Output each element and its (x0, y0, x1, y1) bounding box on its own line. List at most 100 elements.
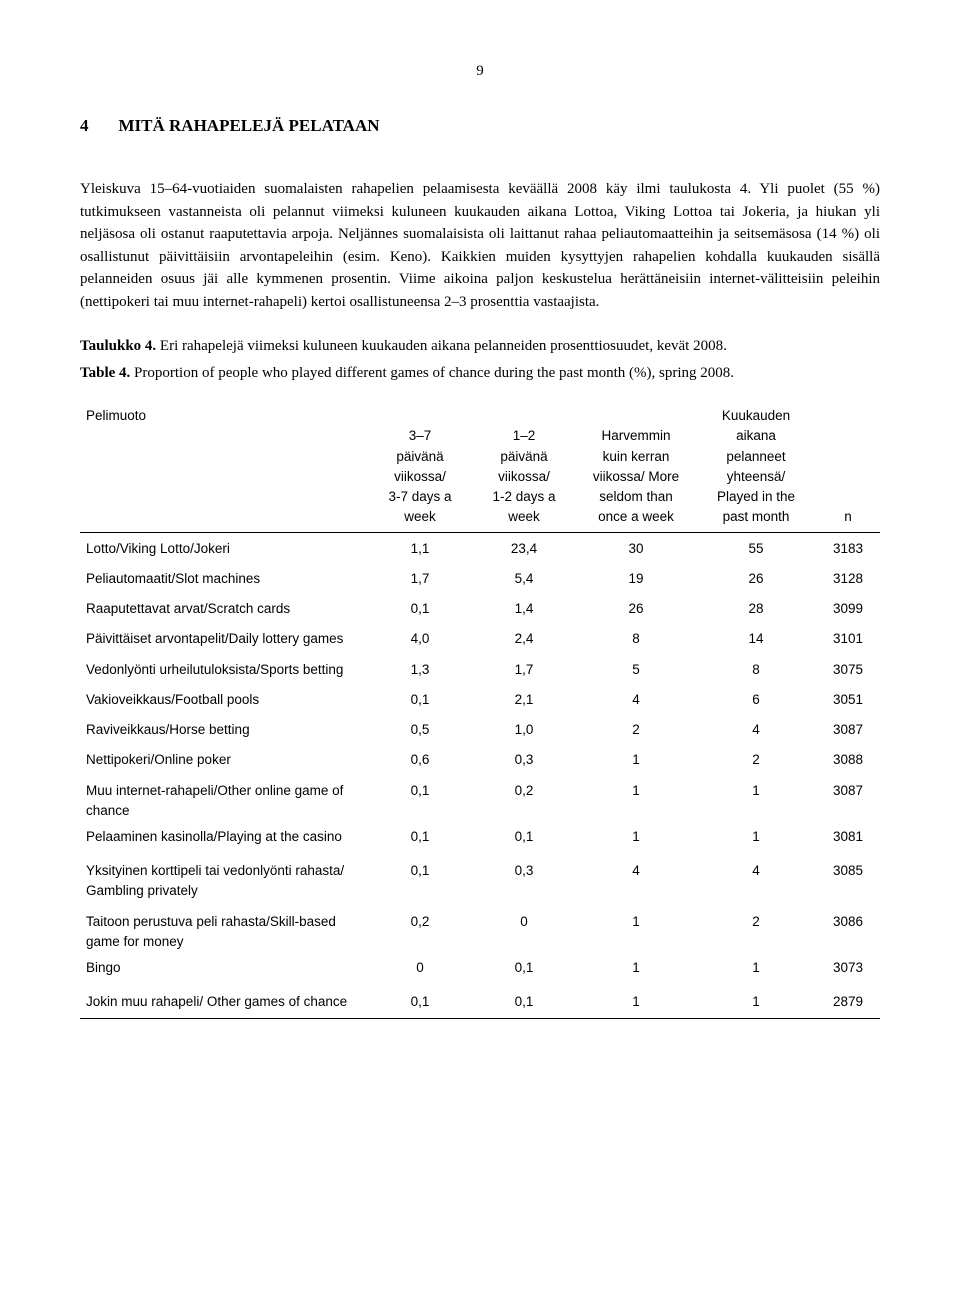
cell: 0,1 (368, 775, 472, 826)
table-row: Pelaaminen kasinolla/Playing at the casi… (80, 825, 880, 855)
cell: 2,4 (472, 623, 576, 653)
section-heading: 4MITÄ RAHAPELEJÄ PELATAAN (80, 113, 880, 139)
cell: 26 (696, 563, 816, 593)
cell: 2 (696, 744, 816, 774)
cell: 1,1 (368, 532, 472, 563)
table-row: Bingo00,1113073 (80, 956, 880, 986)
col-header-month: Kuukaudenaikanapelanneetyhteensä/Played … (696, 402, 816, 532)
cell: 1 (576, 775, 696, 826)
table-row: Raaputettavat arvat/Scratch cards0,11,42… (80, 593, 880, 623)
table-row: Vakioveikkaus/Football pools0,12,1463051 (80, 684, 880, 714)
table-row: Jokin muu rahapeli/ Other games of chanc… (80, 986, 880, 1019)
cell: 2 (576, 714, 696, 744)
cell: 0,1 (368, 593, 472, 623)
cell: 2 (696, 906, 816, 957)
cell: 3086 (816, 906, 880, 957)
cell: 3099 (816, 593, 880, 623)
cell: 4 (696, 714, 816, 744)
cell: 3085 (816, 855, 880, 906)
cell: 3051 (816, 684, 880, 714)
cell: 1,0 (472, 714, 576, 744)
col-header-seldom: Harvemminkuin kerranviikossa/ Moreseldom… (576, 402, 696, 532)
caption-label-fi: Taulukko 4. (80, 338, 156, 354)
cell: 0,3 (472, 744, 576, 774)
cell: 4 (576, 855, 696, 906)
cell: 3183 (816, 532, 880, 563)
col-header-n: n (816, 402, 880, 532)
cell: 1,7 (472, 654, 576, 684)
table-row: Taitoon perustuva peli rahasta/Skill-bas… (80, 906, 880, 957)
cell: 0,1 (368, 825, 472, 855)
cell: 19 (576, 563, 696, 593)
table-row: Lotto/Viking Lotto/Jokeri1,123,430553183 (80, 532, 880, 563)
cell: 26 (576, 593, 696, 623)
cell: 5,4 (472, 563, 576, 593)
row-label: Lotto/Viking Lotto/Jokeri (80, 532, 368, 563)
cell: 2879 (816, 986, 880, 1019)
cell: 0,2 (472, 775, 576, 826)
cell: 3088 (816, 744, 880, 774)
row-label: Päivittäiset arvontapelit/Daily lottery … (80, 623, 368, 653)
cell: 0,1 (368, 986, 472, 1019)
cell: 8 (576, 623, 696, 653)
cell: 3087 (816, 775, 880, 826)
cell: 3128 (816, 563, 880, 593)
section-number: 4 (80, 113, 89, 139)
cell: 0,3 (472, 855, 576, 906)
cell: 28 (696, 593, 816, 623)
cell: 1,3 (368, 654, 472, 684)
cell: 55 (696, 532, 816, 563)
row-label: Pelaaminen kasinolla/Playing at the casi… (80, 825, 368, 855)
cell: 1 (576, 956, 696, 986)
table-row: Vedonlyönti urheilutuloksista/Sports bet… (80, 654, 880, 684)
cell: 0,2 (368, 906, 472, 957)
caption-label-en: Table 4. (80, 365, 130, 381)
col-header-37days: 3–7päivänäviikossa/3-7 days aweek (368, 402, 472, 532)
row-label: Jokin muu rahapeli/ Other games of chanc… (80, 986, 368, 1019)
cell: 1 (696, 986, 816, 1019)
table-caption-en: Table 4. Proportion of people who played… (80, 362, 880, 385)
cell: 3075 (816, 654, 880, 684)
col-header-game: Pelimuoto (80, 402, 368, 532)
cell: 8 (696, 654, 816, 684)
row-label: Yksityinen korttipeli tai vedonlyönti ra… (80, 855, 368, 906)
cell: 3101 (816, 623, 880, 653)
cell: 0,1 (472, 825, 576, 855)
cell: 0,6 (368, 744, 472, 774)
table-header-row: Pelimuoto 3–7päivänäviikossa/3-7 days aw… (80, 402, 880, 532)
table-row: Yksityinen korttipeli tai vedonlyönti ra… (80, 855, 880, 906)
col-header-12days: 1–2päivänäviikossa/1-2 days aweek (472, 402, 576, 532)
cell: 1 (696, 956, 816, 986)
table-caption-fi: Taulukko 4. Eri rahapelejä viimeksi kulu… (80, 335, 880, 358)
cell: 0,1 (368, 855, 472, 906)
cell: 1 (696, 775, 816, 826)
cell: 5 (576, 654, 696, 684)
caption-text-en: Proportion of people who played differen… (130, 365, 734, 381)
cell: 0,1 (472, 986, 576, 1019)
table-row: Raviveikkaus/Horse betting0,51,0243087 (80, 714, 880, 744)
cell: 0 (368, 956, 472, 986)
page-number: 9 (80, 60, 880, 83)
cell: 1,4 (472, 593, 576, 623)
cell: 3081 (816, 825, 880, 855)
row-label: Muu internet-rahapeli/Other online game … (80, 775, 368, 826)
row-label: Taitoon perustuva peli rahasta/Skill-bas… (80, 906, 368, 957)
cell: 4,0 (368, 623, 472, 653)
row-label: Bingo (80, 956, 368, 986)
cell: 14 (696, 623, 816, 653)
row-label: Nettipokeri/Online poker (80, 744, 368, 774)
cell: 4 (696, 855, 816, 906)
row-label: Raaputettavat arvat/Scratch cards (80, 593, 368, 623)
cell: 2,1 (472, 684, 576, 714)
cell: 1 (696, 825, 816, 855)
row-label: Peliautomaatit/Slot machines (80, 563, 368, 593)
cell: 1 (576, 986, 696, 1019)
cell: 0,5 (368, 714, 472, 744)
cell: 0,1 (472, 956, 576, 986)
cell: 0 (472, 906, 576, 957)
caption-text-fi: Eri rahapelejä viimeksi kuluneen kuukaud… (156, 338, 727, 354)
cell: 0,1 (368, 684, 472, 714)
data-table: Pelimuoto 3–7päivänäviikossa/3-7 days aw… (80, 402, 880, 1019)
cell: 4 (576, 684, 696, 714)
table-row: Nettipokeri/Online poker0,60,3123088 (80, 744, 880, 774)
